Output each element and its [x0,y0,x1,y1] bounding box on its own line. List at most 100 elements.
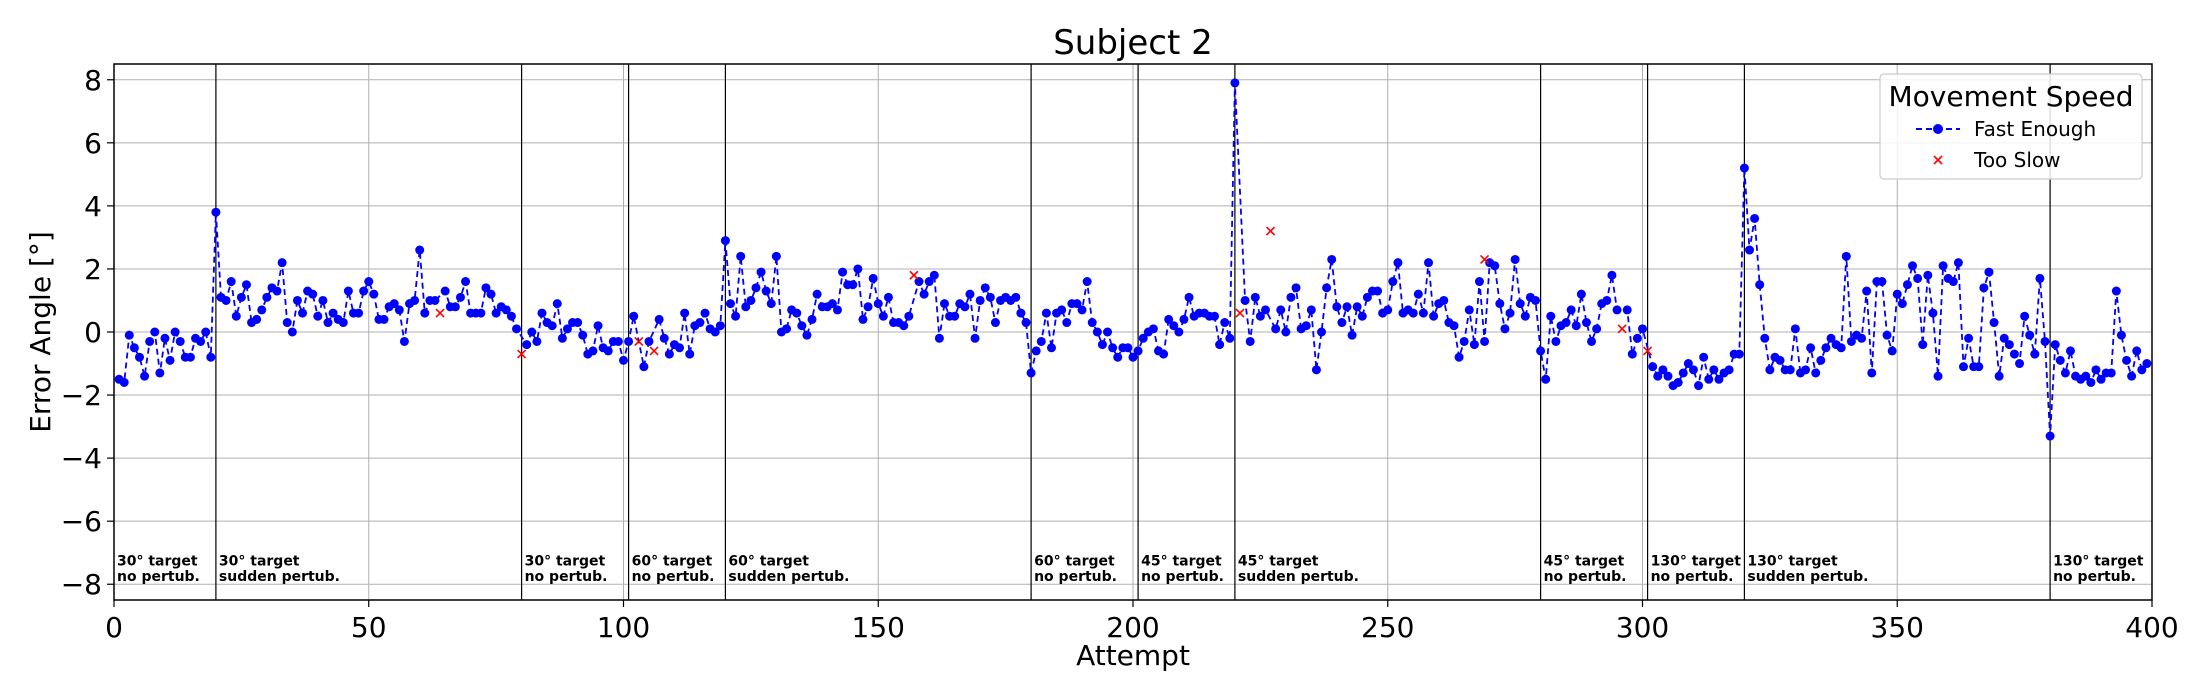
fast-enough-point [522,340,532,350]
fast-enough-point [1632,333,1642,343]
fast-enough-point [206,352,216,362]
phase-label-line1: 30° target [219,553,300,569]
y-tick-label: −4 [61,442,102,475]
fast-enough-point [950,311,960,321]
fast-enough-point [2060,368,2070,378]
fast-enough-point [1918,340,1928,350]
fast-enough-point [1240,295,1250,305]
fast-enough-point [965,289,975,299]
fast-enough-point [1709,365,1719,375]
fast-enough-point [1041,308,1051,318]
fast-enough-point [1913,273,1923,283]
fast-enough-point [1138,333,1148,343]
phase-label-line1: 60° target [1034,553,1115,569]
fast-enough-point [221,295,231,305]
fast-enough-point [710,327,720,337]
fast-enough-point [562,324,572,334]
fast-enough-point [1958,362,1968,372]
fast-enough-point [1841,251,1851,261]
fast-enough-point [2122,355,2132,365]
fast-enough-point [298,308,308,318]
phase-label-line1: 30° target [117,553,198,569]
fast-enough-point [552,299,562,309]
fast-enough-point [461,277,471,287]
fast-enough-point [736,251,746,261]
fast-enough-point [364,277,374,287]
fast-enough-point [1413,289,1423,299]
fast-enough-point [272,286,282,296]
fast-enough-point [1520,311,1530,321]
fast-enough-point [1867,368,1877,378]
fast-enough-point [1393,258,1403,268]
too-slow-point [634,336,644,347]
fast-enough-point [282,318,292,328]
fast-enough-point [1750,213,1760,223]
fast-enough-point [1097,340,1107,350]
fast-enough-point [914,277,924,287]
fast-enough-point [1658,365,1668,375]
fast-enough-point [1362,292,1372,302]
fast-enough-point [1974,362,1984,372]
fast-enough-point [990,318,1000,328]
fast-enough-point [1699,352,1709,362]
phase-label-line2: no pertub. [525,569,608,585]
fast-enough-point [2111,286,2121,296]
fast-enough-point [1449,321,1459,331]
fast-enough-point [838,267,848,277]
fast-enough-point [2096,374,2106,384]
fast-enough-point [1500,324,1510,334]
fast-enough-point [1948,277,1958,287]
fast-enough-point [1678,368,1688,378]
fast-enough-point [2015,359,2025,369]
x-tick-label: 350 [1871,611,1924,644]
fast-enough-point [1561,318,1571,328]
fast-enough-point [1046,343,1056,353]
fast-enough-point [700,308,710,318]
fast-enough-point [1169,321,1179,331]
fast-enough-point [924,277,934,287]
fast-enough-point [1373,286,1383,296]
fast-enough-point [1439,295,1449,305]
fast-enough-point [970,333,980,343]
fast-enough-point [160,333,170,343]
legend-title: Movement Speed [1889,80,2134,113]
fast-enough-point [1301,321,1311,331]
fast-enough-point [1322,283,1332,293]
fast-enough-point [1215,340,1225,350]
fast-enough-point [746,295,756,305]
fast-enough-point [1077,305,1087,315]
legend-too-slow-label: Too Slow [1973,148,2061,172]
fast-enough-point [527,327,537,337]
phase-label-line1: 130° target [2053,553,2144,569]
phase-label-line2: sudden pertub. [728,569,849,585]
fast-enough-point [2045,431,2055,441]
fast-enough-point [1495,299,1505,309]
fast-enough-point [1531,295,1541,305]
fast-enough-point [1011,292,1021,302]
phase-label-line2: sudden pertub. [1747,569,1868,585]
phase-label-line1: 30° target [525,553,606,569]
fast-enough-point [1857,333,1867,343]
too-slow-point [1265,226,1276,236]
phase-label-line2: no pertub. [1651,569,1734,585]
fast-enough-point [1337,318,1347,328]
fast-enough-point [725,299,735,309]
fast-enough-point [1673,377,1683,387]
fast-enough-point [506,311,516,321]
fast-enough-point [741,302,751,312]
fast-enough-point [1464,305,1474,315]
phase-label-line1: 45° target [1141,553,1222,569]
y-tick-label: 4 [84,190,102,223]
fast-enough-point [481,283,491,293]
fast-enough-point [771,251,781,261]
fast-enough-point [145,336,155,346]
too-slow-point [1235,308,1245,318]
fast-enough-point [715,321,725,331]
fast-enough-point [654,314,664,324]
legend-fast-enough-marker [1933,124,1943,134]
fast-enough-point [603,346,613,356]
y-tick-label: 8 [84,64,102,97]
fast-enough-point [1031,346,1041,356]
fast-enough-point [379,314,389,324]
